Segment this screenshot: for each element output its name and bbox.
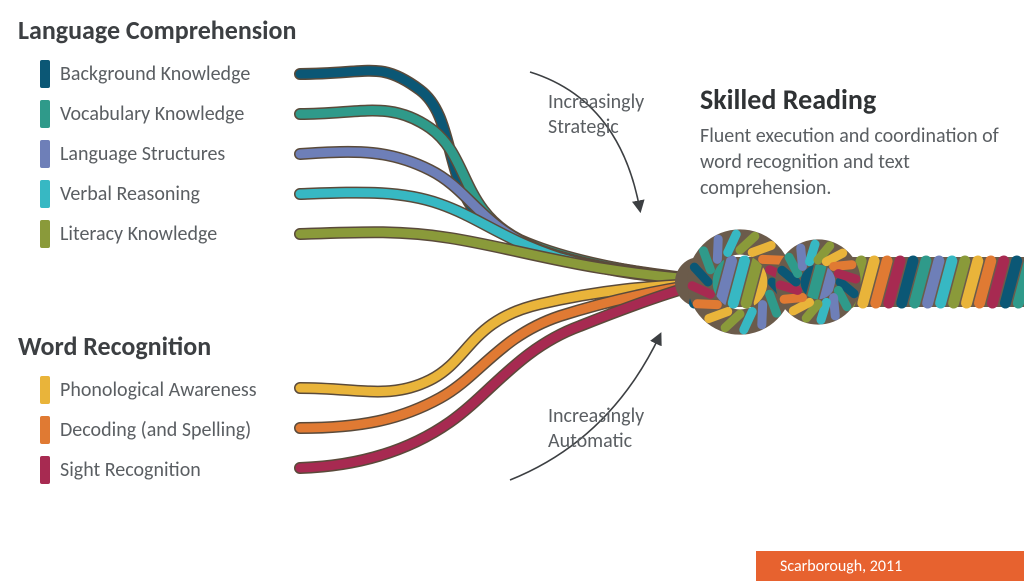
strand-color-bar [40,100,50,128]
strand-color-bar [40,60,50,88]
skilled-reading-block: Skilled Reading Fluent execution and coo… [700,82,1000,201]
attribution-bar: Scarborough, 2011 [756,551,1024,581]
word-recognition-strands: Phonological Awareness Decoding (and Spel… [40,370,257,490]
word-recognition-heading: Word Recognition [18,330,211,362]
callout-text: Increasingly [548,404,644,428]
strand-label: Background Knowledge [60,62,250,86]
strand-item: Phonological Awareness [40,370,257,410]
strand-item: Vocabulary Knowledge [40,94,250,134]
strand-color-bar [40,416,50,444]
strand-label: Decoding (and Spelling) [60,418,251,442]
callout-text: Automatic [548,429,632,453]
skilled-reading-heading: Skilled Reading [700,82,1000,117]
strand-color-bar [40,140,50,168]
strand-color-bar [40,376,50,404]
attribution-text: Scarborough, 2011 [780,557,902,576]
strand-label: Verbal Reasoning [60,182,200,206]
strand-label: Sight Recognition [60,458,201,482]
strand-item: Verbal Reasoning [40,174,250,214]
strand-item: Language Structures [40,134,250,174]
callout-text: Increasingly [548,90,644,114]
strand-item: Decoding (and Spelling) [40,410,257,450]
skilled-reading-desc: Fluent execution and coordination of wor… [700,123,1000,201]
strand-label: Language Structures [60,142,225,166]
strand-label: Vocabulary Knowledge [60,102,244,126]
strand-item: Background Knowledge [40,54,250,94]
strand-color-bar [40,220,50,248]
callout-text: Strategic [548,115,619,139]
strand-item: Literacy Knowledge [40,214,250,254]
strand-color-bar [40,180,50,208]
strand-item: Sight Recognition [40,450,257,490]
strand-color-bar [40,456,50,484]
strand-label: Phonological Awareness [60,378,257,402]
strand-label: Literacy Knowledge [60,222,217,246]
increasingly-automatic-callout: Increasingly Automatic [548,404,644,454]
language-comprehension-heading: Language Comprehension [18,14,296,46]
increasingly-strategic-callout: Increasingly Strategic [548,90,644,140]
language-comprehension-strands: Background Knowledge Vocabulary Knowledge… [40,54,250,254]
